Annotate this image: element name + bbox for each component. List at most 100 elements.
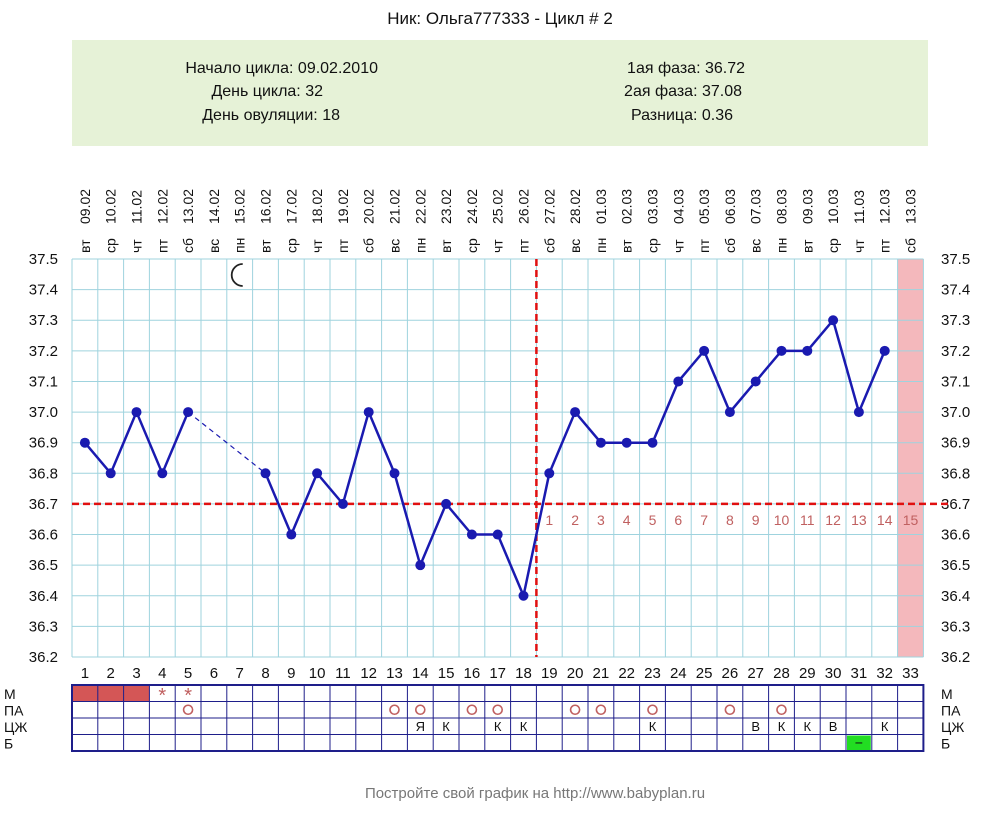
test-cell xyxy=(847,735,871,751)
y-tick-label-right: 36.8 xyxy=(941,465,970,482)
temperature-point xyxy=(518,590,529,601)
date-label: 13.03 xyxy=(903,189,919,224)
intercourse-mark xyxy=(466,704,478,716)
phase2-day-number: 12 xyxy=(825,512,841,528)
y-tick-label-left: 36.5 xyxy=(29,557,58,574)
intercourse-mark xyxy=(647,704,658,716)
y-tick-label-right: 37.0 xyxy=(941,404,970,421)
phase2-day-number: 10 xyxy=(774,512,790,528)
day-number-label: 12 xyxy=(360,665,377,682)
intercourse-mark xyxy=(182,704,194,716)
date-label: 21.02 xyxy=(387,189,403,224)
weekday-label: вт xyxy=(619,239,635,253)
date-label: 02.03 xyxy=(619,189,635,224)
day-number-label: 25 xyxy=(696,665,713,682)
weekday-label: чт xyxy=(129,239,145,253)
date-label: 11.03 xyxy=(851,190,867,224)
y-tick-label-right: 37.4 xyxy=(941,282,970,299)
intercourse-mark xyxy=(492,704,504,716)
cervical-fluid-mark: К xyxy=(778,719,786,734)
temperature-point xyxy=(286,529,297,540)
day-number-label: 3 xyxy=(132,665,140,682)
date-label: 19.02 xyxy=(335,189,351,224)
intercourse-mark xyxy=(389,704,400,716)
weekday-label: пн xyxy=(774,238,790,253)
temperature-point xyxy=(853,407,864,418)
weekday-label: пн xyxy=(593,238,609,253)
phase2-day-number: 3 xyxy=(597,512,605,528)
temperature-point xyxy=(157,468,168,479)
day-number-label: 27 xyxy=(747,665,764,682)
info-box xyxy=(72,40,928,146)
weekday-label: чт xyxy=(309,239,325,253)
cycle-day-label: День цикла: 32 xyxy=(211,83,323,100)
y-tick-label-right: 37.3 xyxy=(941,312,970,329)
day-number-label: 21 xyxy=(593,665,610,682)
temperature-point xyxy=(724,407,735,418)
phase2-day-number: 8 xyxy=(726,512,734,528)
spotting-mark: * xyxy=(184,685,192,707)
weekday-label: сб xyxy=(541,238,557,253)
date-label: 04.03 xyxy=(670,189,686,224)
temperature-point xyxy=(828,315,839,326)
y-tick-label-right: 36.9 xyxy=(941,435,970,452)
day-number-label: 26 xyxy=(722,665,739,682)
date-label: 16.02 xyxy=(258,189,274,224)
chart-markers: 1 2 3 4 5 6 7 8 9 10 11 12 13 14 15 xyxy=(72,259,951,657)
y-tick-label-right: 36.6 xyxy=(941,527,970,544)
phase2-day-number: 15 xyxy=(903,512,919,528)
row-label-right: М xyxy=(941,686,953,702)
spotting-mark: * xyxy=(158,685,166,707)
footer-link-text[interactable]: Постройте свой график на http://www.baby… xyxy=(365,785,705,802)
weekday-label: ср xyxy=(464,238,480,253)
date-header: 09.02 вт 10.02 ср 11.02 чт 12.02 пт 13.02 сб 14.02… xyxy=(77,189,919,253)
y-tick-label-left: 36.9 xyxy=(29,435,58,452)
weekday-label: вт xyxy=(258,239,274,253)
y-tick-label-left: 37.1 xyxy=(29,373,58,390)
day-number-label: 28 xyxy=(773,665,790,682)
weekday-label: чт xyxy=(851,239,867,253)
table-border xyxy=(71,684,925,752)
cervical-fluid-mark: К xyxy=(649,719,657,734)
temperature-point xyxy=(337,498,348,509)
weekday-label: пт xyxy=(516,238,532,253)
phase1-label: 1ая фаза: 36.72 xyxy=(627,60,745,77)
weekday-label: пт xyxy=(154,238,170,253)
day-number-label: 8 xyxy=(261,665,269,682)
weekday-label: ср xyxy=(825,238,841,253)
phase2-day-number: 4 xyxy=(623,512,631,528)
temperature-point xyxy=(389,468,400,479)
date-label: 01.03 xyxy=(593,189,609,224)
weekday-label: ср xyxy=(645,238,661,253)
chart-title: Ник: Ольга777333 - Цикл # 2 xyxy=(387,9,613,28)
phase2-day-number: 5 xyxy=(649,512,657,528)
row-label-right: Б xyxy=(941,736,950,752)
date-label: 07.03 xyxy=(748,189,764,224)
temperature-point xyxy=(466,529,477,540)
y-tick-label-right: 37.1 xyxy=(941,373,970,390)
y-tick-label-right: 37.2 xyxy=(941,343,970,360)
intercourse-mark xyxy=(724,704,736,716)
series-line xyxy=(264,317,886,600)
phase2-day-number: 11 xyxy=(800,512,815,528)
day-number-label: 11 xyxy=(335,665,351,682)
date-label: 22.02 xyxy=(412,189,428,224)
menses-cell xyxy=(123,685,150,702)
row-label-right: ЦЖ xyxy=(941,719,964,735)
cycle-start-label: Начало цикла: 09.02.2010 xyxy=(185,60,378,77)
date-label: 24.02 xyxy=(464,189,480,224)
future-day-band xyxy=(897,259,924,657)
row-label-left: М xyxy=(4,686,16,702)
date-label: 05.03 xyxy=(696,189,712,224)
weekday-label: сб xyxy=(903,238,919,253)
cervical-fluid-mark: К xyxy=(804,719,812,734)
weekday-label: вт xyxy=(77,239,93,253)
temperature-point xyxy=(750,376,761,387)
menses-cell xyxy=(97,685,124,702)
weekday-label: сб xyxy=(180,238,196,253)
cervical-fluid-mark: Я xyxy=(416,719,425,734)
temperature-point xyxy=(802,345,813,356)
temperature-point xyxy=(492,529,503,540)
